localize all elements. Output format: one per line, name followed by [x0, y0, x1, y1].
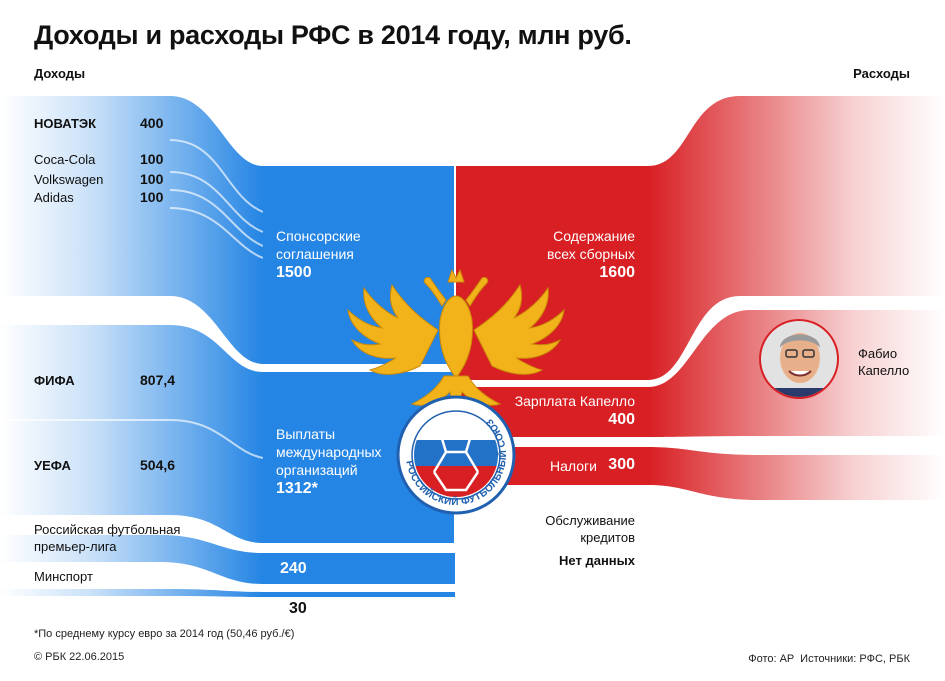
expense-national-teams-label: Содержание всех сборных — [546, 228, 635, 262]
minsport-value: 30 — [289, 600, 307, 617]
expense-capello-value: 400 — [608, 411, 635, 428]
block-rfpl — [263, 553, 455, 584]
uefa-value: 504,6 — [140, 457, 176, 473]
rfpl-label: Российская футбольная премьер-лига — [34, 522, 181, 554]
sponsor-label: Coca-Cola — [34, 152, 96, 167]
expense-loans-value: Нет данных — [559, 553, 635, 568]
fifa-label: ФИФА — [34, 373, 75, 388]
uefa-label: УЕФА — [34, 458, 71, 473]
block-minsport — [263, 592, 455, 597]
expense-national-teams-value: 1600 — [599, 264, 635, 281]
copyright: © РБК 22.06.2015 — [34, 651, 125, 663]
expense-taxes-value: 300 — [608, 456, 635, 473]
expense-loans-label: Обслуживание кредитов — [545, 513, 635, 545]
flow-national-teams — [648, 96, 945, 380]
footnote: *По среднему курсу евро за 2014 год (50,… — [34, 628, 295, 640]
sponsor-label: Volkswagen — [34, 172, 104, 187]
sponsor-value: 100 — [140, 171, 164, 187]
chart-title: Доходы и расходы РФС в 2014 году, млн ру… — [34, 20, 632, 50]
flow-sponsor-dividers — [169, 139, 264, 259]
flow-divider-fifa-uefa — [0, 419, 264, 459]
expense-capello-label: Зарплата Капелло — [514, 393, 635, 409]
flow-minsport — [0, 589, 263, 597]
flow-sponsorship — [0, 96, 263, 364]
person-caption: Фабио Капелло — [858, 346, 910, 378]
rfs-emblem-ball: РОССИЙСКИЙ ФУТБОЛЬНЫЙ СОЮЗ — [396, 395, 516, 515]
flow-taxes — [648, 447, 945, 500]
flow-rfpl — [0, 535, 263, 584]
sources: Фото: AP Источники: РФС, РБК — [748, 653, 910, 665]
sponsor-label: Adidas — [34, 190, 74, 205]
sponsorship-value: 1500 — [276, 264, 312, 281]
international-value: 1312* — [276, 480, 318, 497]
sponsorship-label: Спонсорские соглашения — [276, 228, 361, 262]
expense-taxes-label: Налоги — [550, 458, 597, 474]
minsport-label: Минспорт — [34, 569, 93, 584]
flow-international — [0, 325, 263, 543]
sponsor-value: 100 — [140, 151, 164, 167]
person-photo-icon — [759, 319, 839, 399]
sponsor-value: 400 — [140, 115, 164, 131]
double-headed-eagle-icon — [347, 268, 565, 416]
rfpl-value: 240 — [280, 560, 307, 577]
sponsor-value: 100 — [140, 189, 164, 205]
income-header: Доходы — [34, 66, 86, 81]
expense-header: Расходы — [853, 66, 910, 81]
sponsor-label: НОВАТЭК — [34, 116, 97, 131]
international-label: Выплаты международных организаций — [276, 426, 382, 478]
fifa-value: 807,4 — [140, 372, 176, 388]
